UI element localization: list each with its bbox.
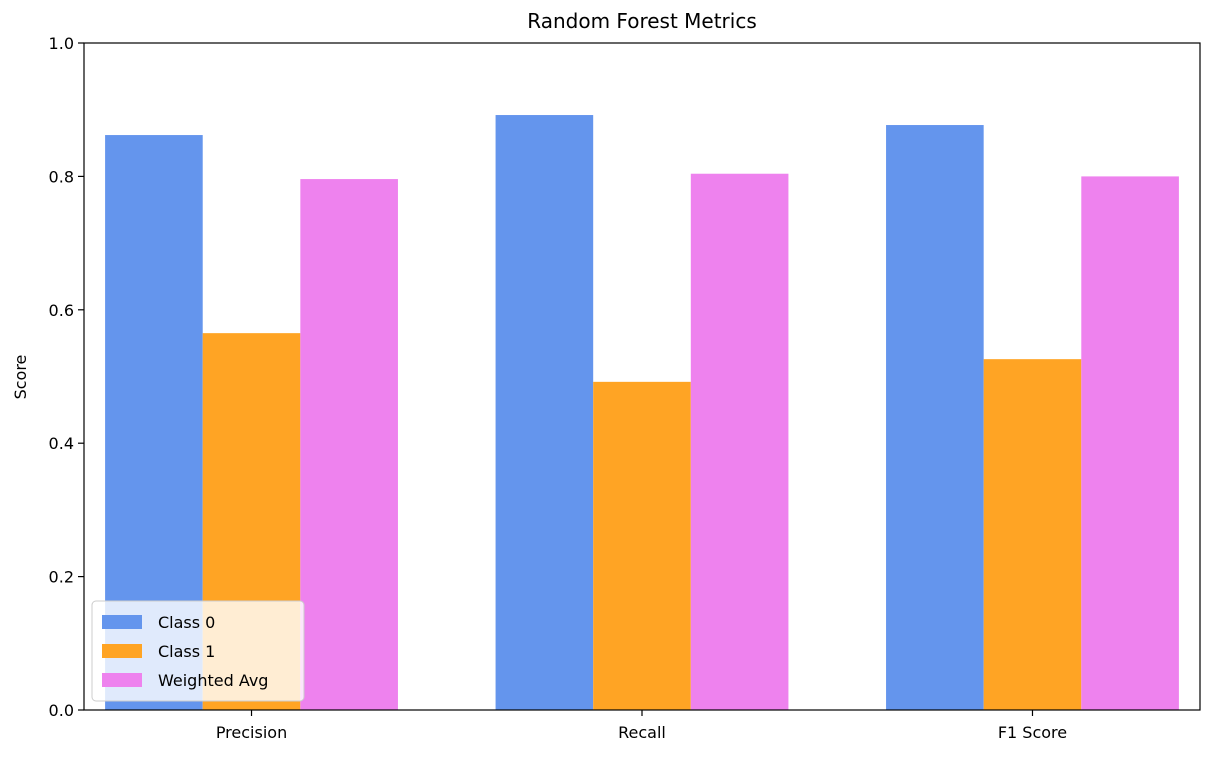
bars-group bbox=[105, 115, 1179, 711]
legend-box bbox=[91, 600, 305, 702]
legend-label: Class 1 bbox=[158, 642, 215, 661]
x-axis-ticks: Precision Recall F1 Score bbox=[216, 710, 1067, 742]
legend-label: Weighted Avg bbox=[158, 671, 268, 690]
y-tick-label: 1.0 bbox=[49, 34, 74, 53]
legend-swatch bbox=[102, 673, 142, 687]
bar-class-0-f1-score bbox=[886, 125, 984, 711]
chart-title: Random Forest Metrics bbox=[527, 9, 757, 33]
legend: Class 0 Class 1 Weighted Avg bbox=[91, 600, 305, 702]
bar-weighted-avg-precision bbox=[300, 179, 398, 710]
bar-weighted-avg-recall bbox=[690, 173, 789, 711]
y-tick-label: 0.8 bbox=[49, 167, 74, 186]
x-tick-label: Recall bbox=[618, 723, 666, 742]
legend-swatch bbox=[102, 644, 142, 658]
bar-weighted-avg-f1-score bbox=[1081, 176, 1179, 710]
x-tick-label: Precision bbox=[216, 723, 287, 742]
legend-swatch bbox=[102, 615, 142, 629]
x-tick-label: F1 Score bbox=[998, 723, 1067, 742]
y-tick-label: 0.0 bbox=[49, 701, 74, 720]
bar-class-1-f1-score bbox=[983, 359, 1082, 710]
y-axis-ticks: 0.0 0.2 0.4 0.6 0.8 1.0 bbox=[49, 34, 84, 720]
y-tick-label: 0.4 bbox=[49, 434, 74, 453]
bar-class-1-recall bbox=[593, 381, 691, 710]
y-axis-label: Score bbox=[11, 355, 30, 400]
y-tick-label: 0.6 bbox=[49, 301, 74, 320]
bar-class-0-recall bbox=[495, 115, 594, 711]
y-tick-label: 0.2 bbox=[49, 568, 74, 587]
legend-label: Class 0 bbox=[158, 613, 215, 632]
